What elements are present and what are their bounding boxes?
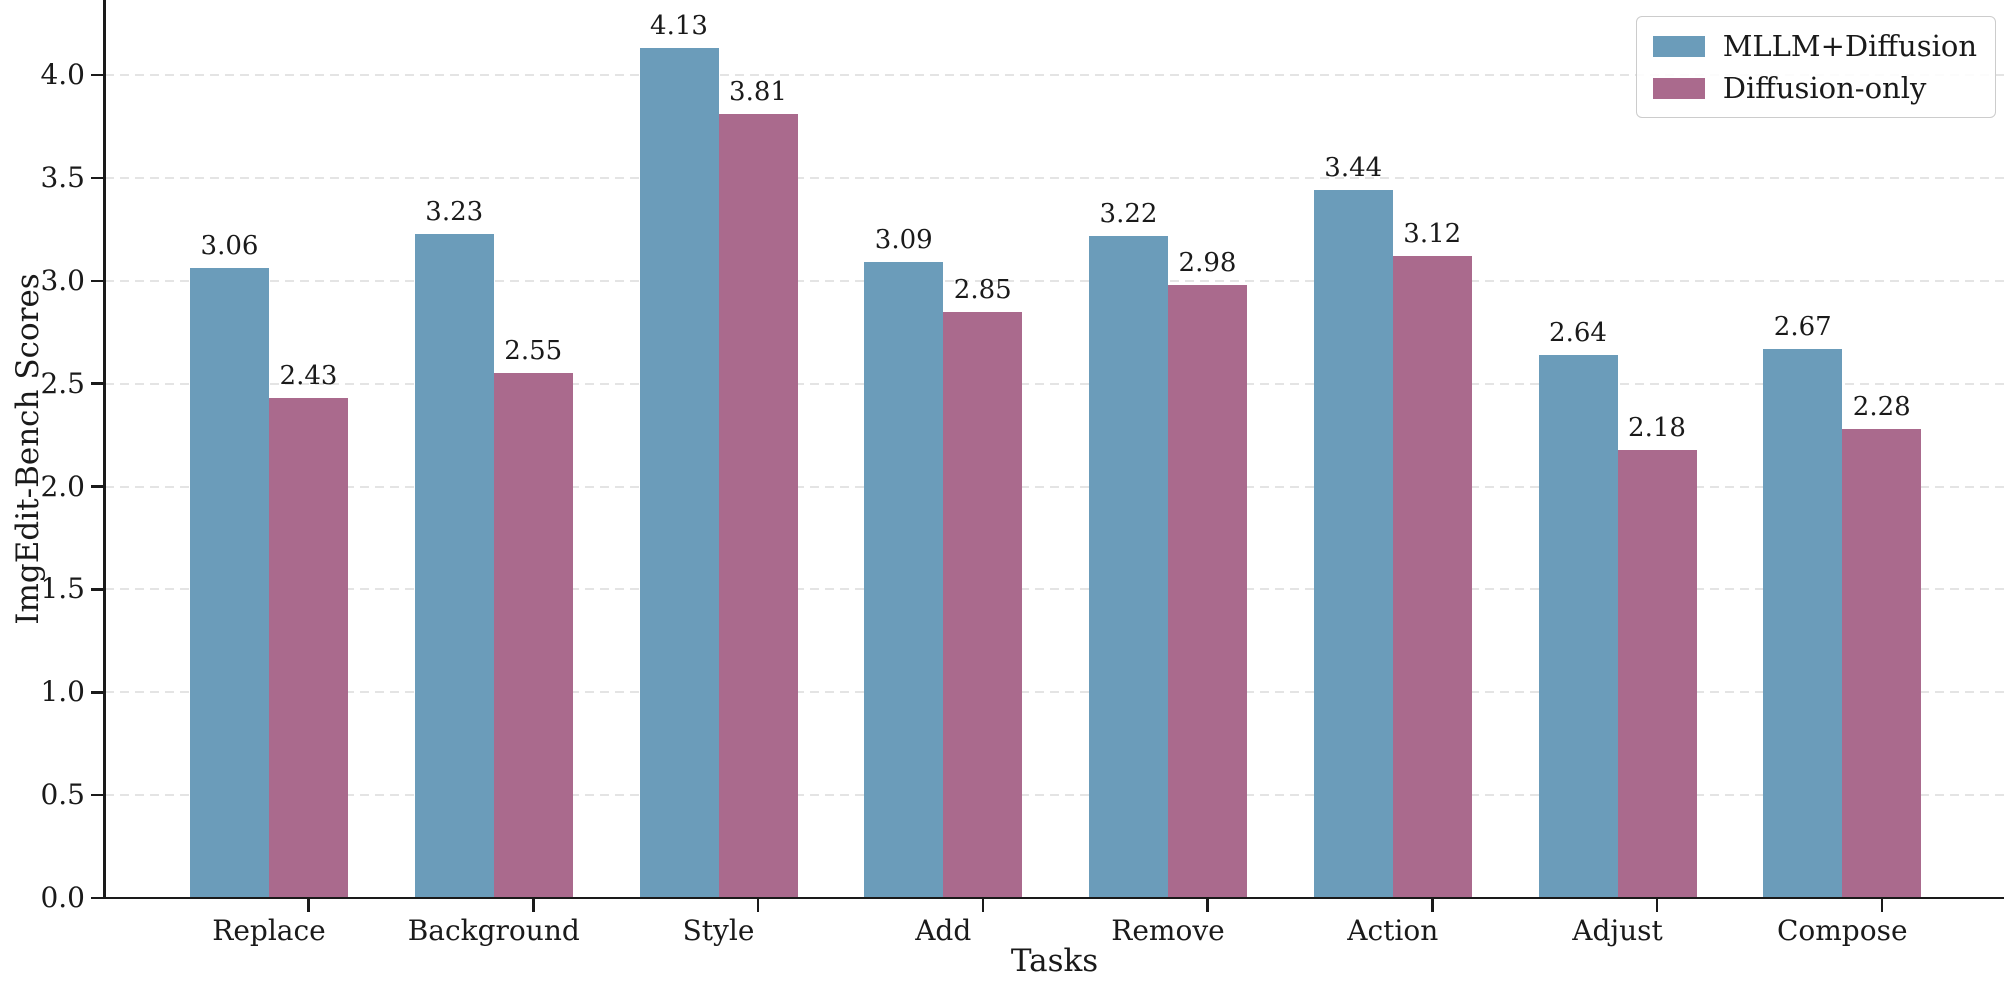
bar-value-label: 3.23	[425, 196, 484, 227]
y-tick-mark	[91, 279, 104, 283]
bar-value-label: 2.67	[1773, 311, 1832, 342]
bar-compose-mllm-diffusion	[1763, 348, 1843, 898]
bar-replace-mllm-diffusion	[190, 268, 269, 898]
x-tick-mark	[1880, 899, 1883, 912]
y-tick-mark	[91, 896, 104, 900]
bar-background-mllm-diffusion	[414, 233, 494, 898]
bar-adjust-mllm-diffusion	[1538, 354, 1618, 898]
x-axis-label: Tasks	[1010, 943, 1099, 979]
y-tick-label: 4.0	[40, 58, 85, 92]
y-tick-mark	[91, 793, 104, 797]
bar-action-mllm-diffusion	[1313, 190, 1393, 898]
bar-value-label: 2.18	[1628, 412, 1686, 443]
y-tick-label: 0.5	[40, 778, 85, 812]
y-tick-mark	[91, 176, 104, 180]
gridline	[105, 176, 2004, 179]
y-tick-label: 2.5	[40, 366, 85, 400]
y-axis-label: ImgEdit-Bench Scores	[10, 273, 46, 625]
bar-value-label: 2.64	[1549, 317, 1607, 348]
bar-value-label: 3.06	[200, 231, 259, 262]
gridline	[105, 382, 2004, 385]
legend-item-diffusion-only: Diffusion-only	[1652, 71, 1977, 105]
bar-style-diffusion-only	[718, 114, 798, 898]
x-tick-label: Remove	[1111, 914, 1225, 947]
x-tick-mark	[1431, 899, 1434, 912]
bar-compose-diffusion-only	[1842, 428, 1922, 898]
bar-value-label: 2.28	[1852, 391, 1911, 422]
x-tick-label: Replace	[212, 914, 326, 947]
bar-value-label: 2.43	[279, 361, 338, 392]
gridline	[105, 588, 2004, 591]
gridline	[105, 279, 2004, 282]
bar-value-label: 4.13	[650, 11, 708, 42]
bar-adjust-diffusion-only	[1617, 449, 1697, 898]
y-axis-spine	[103, 0, 106, 899]
y-tick-label: 3.5	[40, 160, 85, 194]
legend-label-mllm-diffusion: MLLM+Diffusion	[1722, 29, 1977, 63]
x-tick-mark	[756, 899, 760, 912]
bar-value-label: 3.09	[874, 225, 933, 256]
y-tick-mark	[91, 588, 104, 591]
bar-value-label: 3.22	[1099, 198, 1158, 229]
x-tick-mark	[532, 899, 535, 912]
bar-remove-diffusion-only	[1168, 284, 1247, 898]
bar-value-label: 3.81	[729, 77, 787, 108]
bar-value-label: 2.98	[1178, 247, 1237, 278]
bar-replace-diffusion-only	[269, 398, 348, 898]
x-tick-label: Adjust	[1572, 914, 1663, 947]
x-tick-label: Style	[682, 914, 755, 947]
gridline	[105, 485, 2004, 488]
x-tick-label: Background	[407, 914, 580, 947]
bar-action-diffusion-only	[1392, 256, 1472, 898]
gridline	[105, 794, 2004, 797]
x-tick-mark	[1206, 899, 1209, 912]
y-tick-mark	[91, 382, 104, 385]
y-tick-label: 0.0	[40, 881, 85, 914]
bar-value-label: 3.12	[1403, 219, 1462, 250]
bar-add-mllm-diffusion	[864, 262, 944, 898]
bar-value-label: 2.85	[953, 274, 1012, 305]
y-tick-mark	[91, 691, 104, 694]
y-tick-label: 3.0	[40, 263, 85, 297]
y-tick-mark	[91, 485, 104, 488]
x-tick-mark	[981, 899, 984, 912]
y-tick-label: 2.0	[40, 469, 85, 503]
bar-value-label: 3.44	[1324, 153, 1383, 184]
x-axis-spine	[103, 896, 2004, 899]
legend-swatch-mllm-diffusion	[1652, 35, 1705, 57]
legend: MLLM+Diffusion Diffusion-only	[1635, 16, 1996, 118]
x-tick-mark	[1655, 899, 1659, 912]
legend-item-mllm-diffusion: MLLM+Diffusion	[1652, 29, 1977, 63]
legend-label-diffusion-only: Diffusion-only	[1722, 71, 1927, 105]
y-tick-mark	[91, 73, 104, 77]
x-tick-label: Action	[1347, 914, 1439, 947]
bar-value-label: 2.55	[504, 336, 563, 367]
y-tick-label: 1.0	[40, 675, 85, 709]
gridline	[105, 691, 2004, 694]
bar-style-mllm-diffusion	[639, 48, 719, 898]
x-tick-label: Add	[915, 914, 972, 947]
bar-background-diffusion-only	[493, 373, 573, 898]
gridline	[105, 74, 2004, 77]
legend-swatch-diffusion-only	[1652, 77, 1705, 99]
bar-add-diffusion-only	[943, 311, 1023, 898]
x-tick-mark	[307, 899, 310, 912]
y-tick-label: 1.5	[40, 572, 85, 606]
bar-remove-mllm-diffusion	[1089, 235, 1168, 898]
x-tick-label: Compose	[1776, 914, 1908, 947]
